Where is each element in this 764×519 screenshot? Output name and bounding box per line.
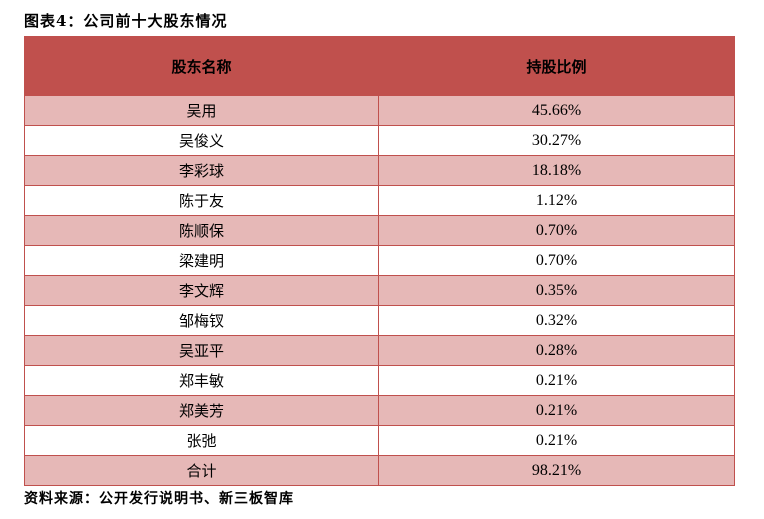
table-row: 陈顺保 0.70% <box>24 215 735 246</box>
share-ratio: 98.21% <box>378 455 735 486</box>
header-share-ratio: 持股比例 <box>378 36 735 96</box>
table-row: 梁建明 0.70% <box>24 245 735 276</box>
shareholder-name: 李彩球 <box>24 155 379 186</box>
shareholders-table: 股东名称 持股比例 吴用 45.66% 吴俊义 30.27% 李彩球 18.18% 陈于友 1… <box>24 36 735 486</box>
shareholder-name: 郑丰敏 <box>24 365 379 396</box>
table-header: 股东名称 持股比例 <box>24 36 735 96</box>
table-row: 李文辉 0.35% <box>24 275 735 306</box>
share-ratio: 0.35% <box>378 275 735 306</box>
share-ratio: 0.21% <box>378 365 735 396</box>
table-row: 吴俊义 30.27% <box>24 125 735 156</box>
table-row: 吴亚平 0.28% <box>24 335 735 366</box>
table-row: 邹梅钗 0.32% <box>24 305 735 336</box>
share-ratio: 0.32% <box>378 305 735 336</box>
table-row: 陈于友 1.12% <box>24 185 735 216</box>
figure-title: 图表4：公司前十大股东情况 <box>24 12 228 30</box>
share-ratio: 30.27% <box>378 125 735 156</box>
shareholder-name: 梁建明 <box>24 245 379 276</box>
shareholder-name: 合计 <box>24 455 379 486</box>
share-ratio: 0.70% <box>378 245 735 276</box>
table-row: 郑丰敏 0.21% <box>24 365 735 396</box>
share-ratio: 0.28% <box>378 335 735 366</box>
shareholder-name: 吴用 <box>24 95 379 126</box>
share-ratio: 45.66% <box>378 95 735 126</box>
shareholder-name: 郑美芳 <box>24 395 379 426</box>
shareholder-name: 张弛 <box>24 425 379 456</box>
table-row: 吴用 45.66% <box>24 95 735 126</box>
share-ratio: 0.21% <box>378 425 735 456</box>
shareholder-name: 吴俊义 <box>24 125 379 156</box>
share-ratio: 18.18% <box>378 155 735 186</box>
shareholder-name: 陈于友 <box>24 185 379 216</box>
table-row: 李彩球 18.18% <box>24 155 735 186</box>
shareholder-name: 邹梅钗 <box>24 305 379 336</box>
header-shareholder-name: 股东名称 <box>24 36 379 96</box>
shareholder-name: 陈顺保 <box>24 215 379 246</box>
table-row: 张弛 0.21% <box>24 425 735 456</box>
total-row: 合计 98.21% <box>24 455 735 486</box>
table-row: 郑美芳 0.21% <box>24 395 735 426</box>
source-note: 资料来源：公开发行说明书、新三板智库 <box>24 491 294 507</box>
share-ratio: 0.70% <box>378 215 735 246</box>
share-ratio: 0.21% <box>378 395 735 426</box>
share-ratio: 1.12% <box>378 185 735 216</box>
shareholder-name: 吴亚平 <box>24 335 379 366</box>
shareholder-name: 李文辉 <box>24 275 379 306</box>
